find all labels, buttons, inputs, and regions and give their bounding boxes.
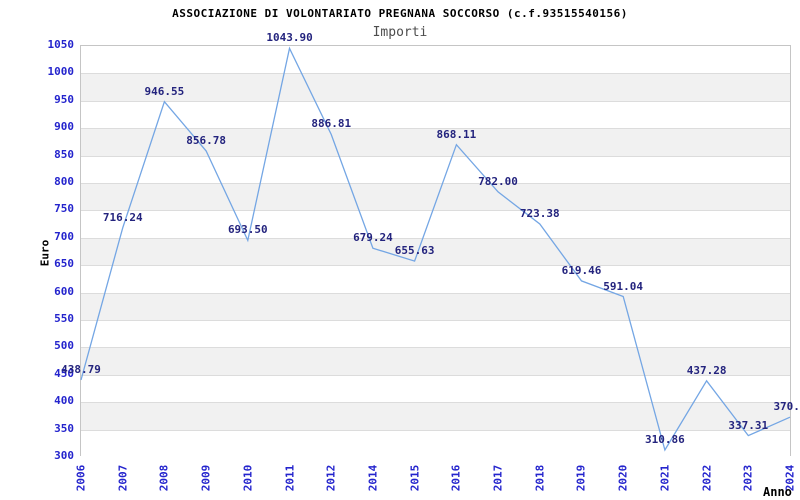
gridline <box>81 128 790 130</box>
y-tick-label: 600 <box>54 284 74 298</box>
x-tick-label: 2006 <box>74 464 88 492</box>
y-tick-label: 300 <box>54 449 74 462</box>
data-point-label: 946.55 <box>144 84 185 98</box>
data-point-label: 655.63 <box>394 244 435 258</box>
x-tick-label: 2019 <box>574 464 588 492</box>
data-point-label: 591.04 <box>603 279 644 293</box>
y-tick-label: 700 <box>54 229 74 243</box>
y-tick-label: 550 <box>54 312 74 325</box>
plot-band <box>81 237 790 266</box>
y-tick-label: 1050 <box>47 38 75 51</box>
y-tick-label: 800 <box>54 175 74 188</box>
data-point-label: 679.24 <box>353 231 393 245</box>
data-point-label: 856.78 <box>186 133 226 147</box>
y-tick-label: 500 <box>54 339 74 353</box>
data-point-label: 438.79 <box>61 362 101 376</box>
data-point-label: 1043.90 <box>266 31 313 45</box>
gridline <box>81 210 790 212</box>
plot-band <box>81 100 790 129</box>
gridline <box>81 155 790 157</box>
plot-area <box>80 45 791 457</box>
x-tick-label: 2010 <box>241 464 255 492</box>
data-point-label: 886.81 <box>311 117 352 131</box>
plot-band <box>81 155 790 183</box>
gridline <box>81 292 790 294</box>
data-point-label: 716.24 <box>102 210 143 224</box>
data-point-label: 370.8 <box>773 400 800 414</box>
plot-band <box>81 73 790 101</box>
x-tick-label: 2021 <box>658 464 672 492</box>
x-tick-label: 2009 <box>199 464 213 492</box>
x-tick-label: 2014 <box>366 464 380 492</box>
y-tick-label: 900 <box>54 120 74 134</box>
gridline <box>81 237 790 239</box>
plot-band <box>81 265 790 293</box>
x-tick-label: 2012 <box>324 464 338 492</box>
plot-band <box>81 210 790 238</box>
y-tick-label: 450 <box>54 366 74 380</box>
data-point-label: 619.46 <box>561 263 602 277</box>
plot-band <box>81 429 790 457</box>
x-tick-label: 2023 <box>741 464 755 492</box>
data-point-label: 310.86 <box>645 433 685 447</box>
x-tick-label: 2015 <box>408 464 422 492</box>
series-line <box>80 46 791 452</box>
y-tick-label: 400 <box>54 394 74 408</box>
gridline <box>81 265 790 267</box>
chart-title: ASSOCIAZIONE DI VOLONTARIATO PREGNANA SO… <box>172 7 628 20</box>
gridline <box>81 374 790 376</box>
x-tick-label: 2018 <box>533 464 547 492</box>
x-tick-label: 2022 <box>700 464 714 492</box>
y-tick-label: 950 <box>54 92 74 106</box>
y-tick-label: 750 <box>54 202 74 216</box>
gridline <box>81 347 790 349</box>
chart-subtitle: Importi <box>372 25 428 40</box>
data-point-label: 437.28 <box>686 363 727 377</box>
plot-band <box>81 347 790 375</box>
x-axis-title: Anno <box>763 485 792 499</box>
y-tick-label: 350 <box>54 421 74 435</box>
gridline <box>81 100 790 102</box>
gridline <box>81 320 790 321</box>
x-tick-label: 2016 <box>449 464 463 492</box>
x-tick-label: 2017 <box>491 464 505 492</box>
gridline <box>81 402 790 404</box>
data-point-label: 782.00 <box>478 174 518 188</box>
y-axis-title: Euro <box>38 239 52 267</box>
data-point-label: 693.50 <box>227 223 268 237</box>
y-tick-label: 850 <box>54 147 74 161</box>
gridline <box>81 429 790 431</box>
y-tick-label: 1000 <box>47 65 75 79</box>
plot-band <box>81 183 790 211</box>
gridline <box>81 73 790 75</box>
plot-band <box>81 402 790 430</box>
plot-band <box>81 320 790 348</box>
data-point-label: 868.11 <box>436 127 477 141</box>
gridline <box>81 183 790 184</box>
plot-band <box>81 46 790 74</box>
plot-band <box>81 292 790 320</box>
plot-band <box>81 374 790 403</box>
x-tick-label: 2007 <box>116 464 130 492</box>
data-point-label: 723.38 <box>519 206 560 220</box>
x-tick-label: 2020 <box>616 464 630 492</box>
x-tick-label: 2008 <box>157 464 171 492</box>
y-tick-label: 650 <box>54 257 74 271</box>
x-tick-label: 2011 <box>283 464 297 492</box>
data-point-label: 337.31 <box>728 418 769 432</box>
